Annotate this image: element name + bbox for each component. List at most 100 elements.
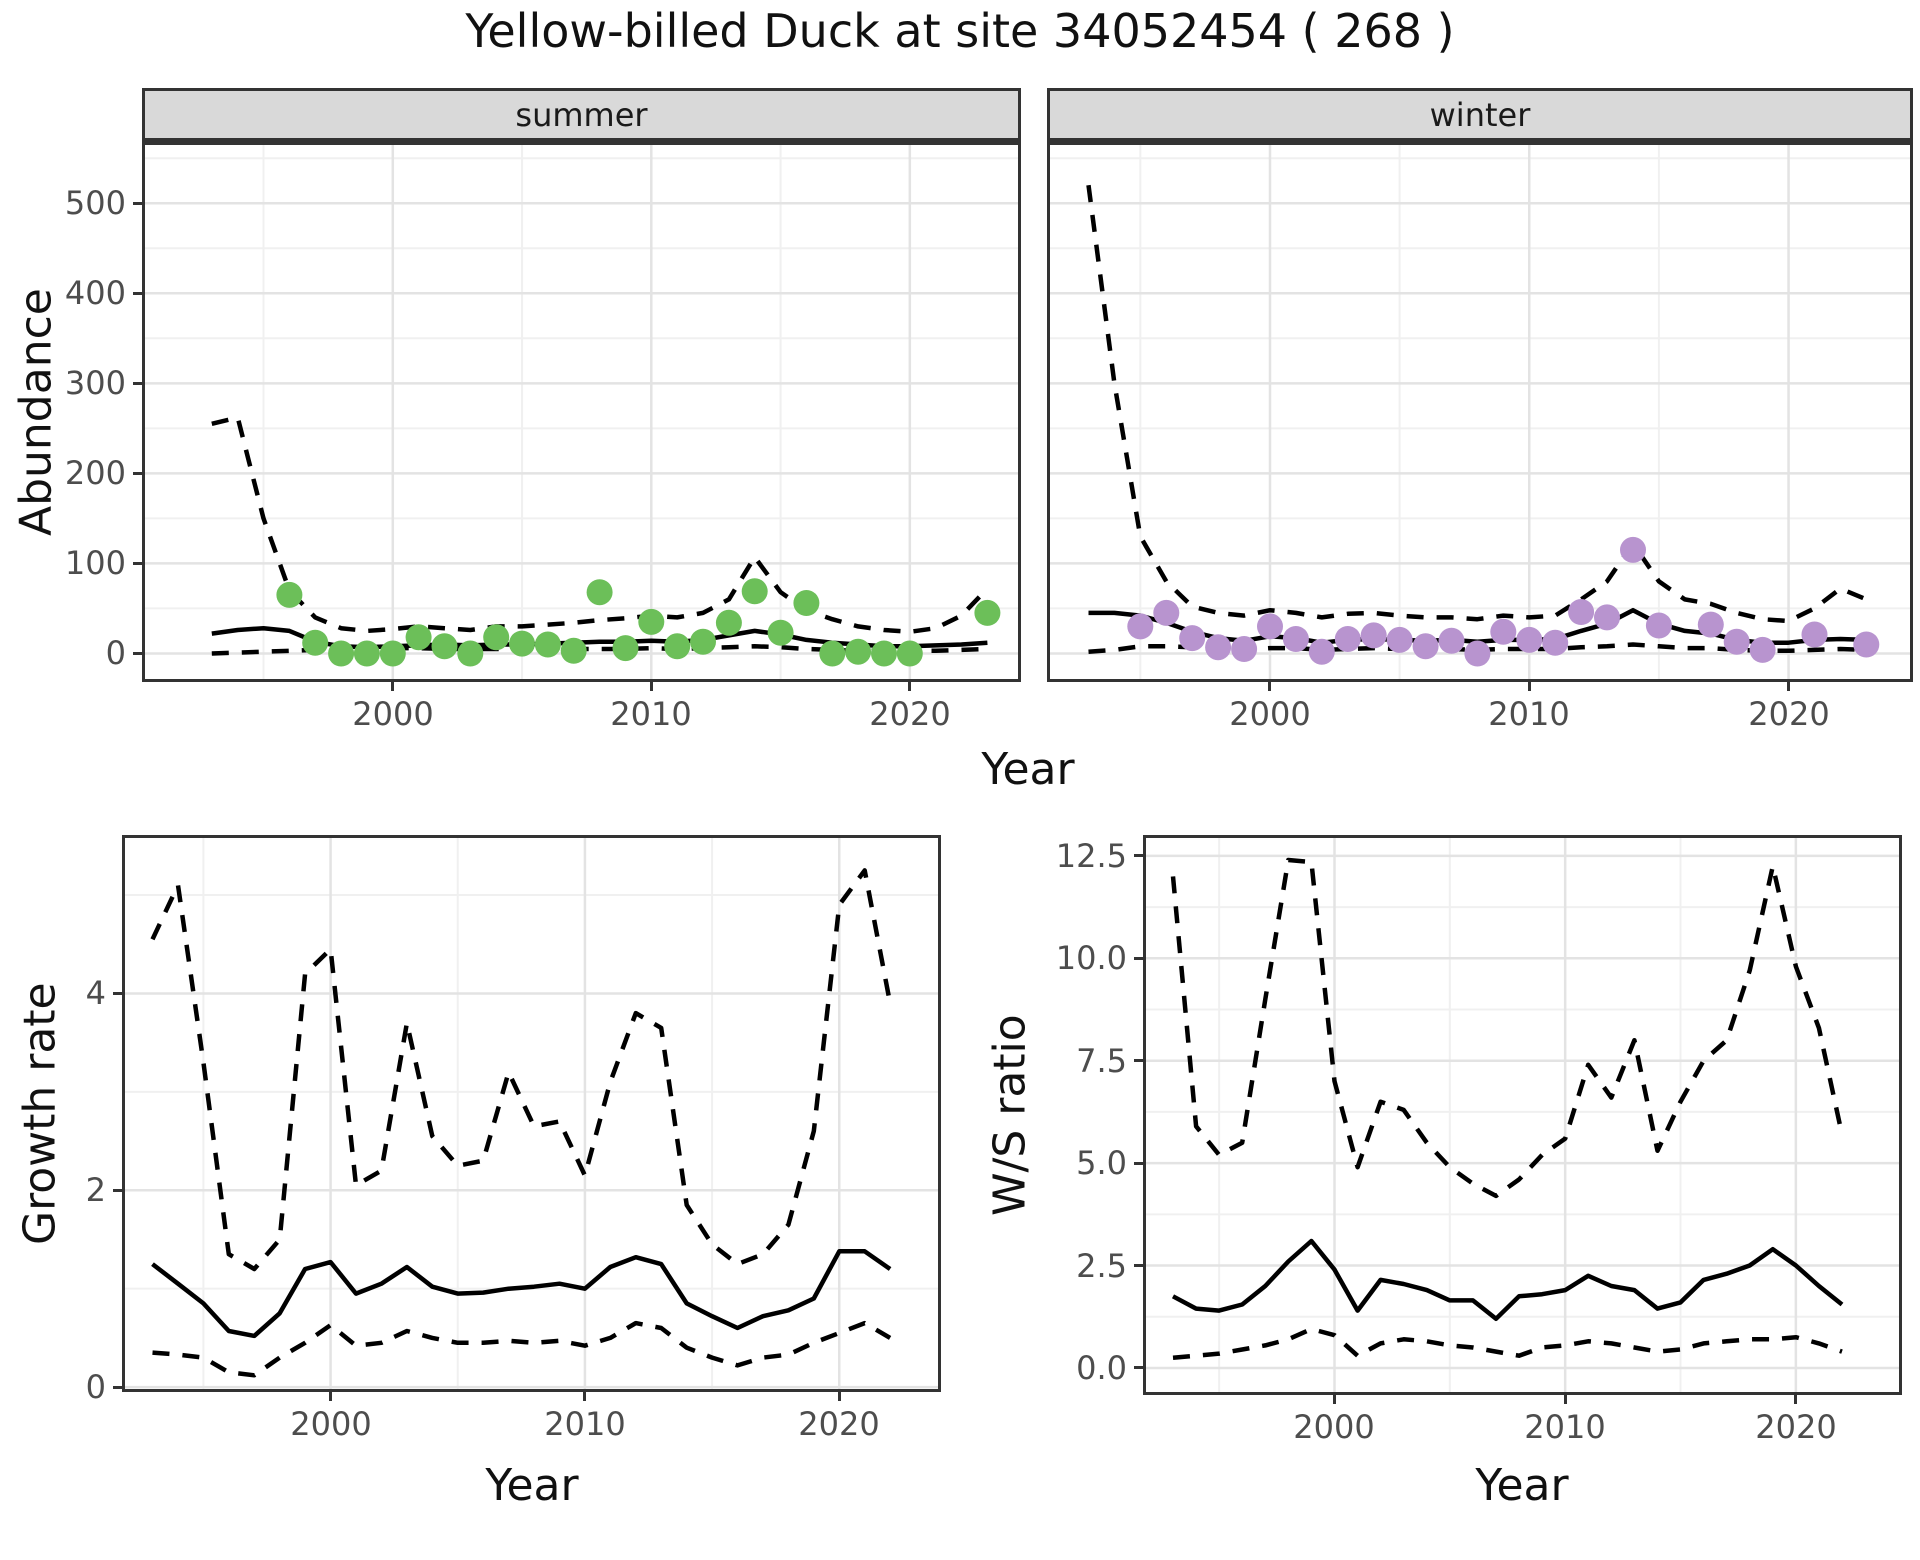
observed_summer-point <box>715 609 742 636</box>
summer-y-tick-mark <box>133 202 142 205</box>
ws-y-tick-label: 2.5 <box>1076 1247 1127 1285</box>
facet-strip-winter-label: winter <box>1429 95 1531 134</box>
summer-x-tick-mark <box>650 682 653 691</box>
observed_winter-point <box>1620 536 1646 563</box>
observed_winter-point <box>1645 612 1672 639</box>
observed_winter-point <box>1542 629 1569 656</box>
ws-x-tick-mark <box>1333 1395 1336 1404</box>
summer-y-tick-label: 400 <box>64 274 126 312</box>
growth-y-tick-label: 0 <box>85 1368 106 1406</box>
observed_winter-point <box>1853 631 1880 658</box>
observed_summer-point <box>638 608 665 635</box>
summer-x-tick-mark <box>908 682 911 691</box>
observed_winter-point <box>1205 634 1232 661</box>
observed_winter-point <box>1282 626 1309 652</box>
summer-panel <box>142 142 1021 682</box>
y-axis-title-growth-rate: Growth rate <box>14 982 66 1245</box>
ws-y-tick-mark <box>1134 854 1143 857</box>
observed_summer-point <box>276 581 303 608</box>
observed_summer-point <box>457 640 484 667</box>
ws-x-tick-mark <box>1794 1395 1797 1404</box>
observed_summer-point <box>353 640 380 667</box>
observed_winter-point <box>1568 599 1595 625</box>
observed_winter-point <box>1308 638 1335 665</box>
observed_summer-point <box>560 637 587 664</box>
ws-panel <box>1143 835 1902 1395</box>
observed_summer-point <box>405 624 432 651</box>
growth-y-tick-mark <box>113 992 122 995</box>
observed_summer-point <box>741 578 768 605</box>
growth-x-tick-mark <box>329 1392 332 1401</box>
lower_ci-line <box>152 1320 892 1378</box>
facet-strip-winter: winter <box>1047 88 1913 142</box>
observed_summer-point <box>612 635 639 662</box>
observed_summer-point <box>793 590 820 616</box>
observed_winter-point <box>1594 604 1620 631</box>
facet-strip-summer-label: summer <box>515 95 648 134</box>
growth-y-tick-label: 4 <box>85 974 106 1012</box>
winter-x-tick-label: 2010 <box>1488 695 1570 733</box>
ws-x-tick-label: 2000 <box>1293 1408 1375 1446</box>
summer-x-tick-mark <box>391 682 394 691</box>
x-axis-title-growth: Year <box>485 1460 579 1511</box>
y-axis-title-abundance: Abundance <box>10 288 62 536</box>
observed_winter-point <box>1438 627 1465 654</box>
observed_summer-point <box>871 640 897 667</box>
observed_summer-point <box>509 630 535 657</box>
summer-y-tick-label: 100 <box>64 544 126 582</box>
ws-y-tick-label: 12.5 <box>1055 837 1127 875</box>
observed_winter-point <box>1697 611 1724 638</box>
ws-y-tick-mark <box>1134 957 1143 960</box>
winter-x-tick-label: 2020 <box>1748 695 1830 733</box>
observed_summer-point <box>767 619 794 646</box>
observed_winter-point <box>1179 625 1206 652</box>
growth-y-tick-label: 2 <box>85 1171 106 1209</box>
observed_winter-point <box>1386 626 1413 653</box>
observed_summer-point <box>483 624 510 651</box>
growth-x-tick-label: 2020 <box>798 1405 880 1443</box>
observed_winter-point <box>1464 640 1491 667</box>
ws-x-tick-label: 2010 <box>1524 1408 1606 1446</box>
summer-y-tick-mark <box>133 382 142 385</box>
ws-y-tick-mark <box>1134 1162 1143 1165</box>
observed_summer-point <box>586 579 613 606</box>
fit-line <box>1171 1238 1844 1322</box>
observed_winter-point <box>1801 621 1828 648</box>
observed_summer-point <box>819 640 846 667</box>
observed_summer-point <box>845 638 872 665</box>
growth-x-tick-label: 2010 <box>544 1405 626 1443</box>
lower_ci-line <box>1172 1326 1843 1360</box>
observed_winter-point <box>1723 628 1750 655</box>
summer-x-tick-label: 2000 <box>352 695 434 733</box>
observed_summer-point <box>664 633 691 660</box>
ws-y-tick-label: 7.5 <box>1076 1042 1127 1080</box>
fit-line <box>211 625 988 650</box>
plot-title: Yellow-billed Duck at site 34052454 ( 26… <box>465 4 1455 58</box>
ws-y-tick-label: 0.0 <box>1076 1349 1127 1387</box>
upper_ci-line <box>1086 184 1868 624</box>
observed_summer-point <box>974 599 1001 626</box>
upper_ci-line <box>1170 857 1845 1199</box>
observed_winter-point <box>1490 618 1517 645</box>
summer-y-tick-label: 500 <box>64 184 126 222</box>
observed_winter-point <box>1127 613 1154 640</box>
summer-y-tick-mark <box>133 292 142 295</box>
summer-x-tick-label: 2010 <box>610 695 692 733</box>
ws-x-tick-label: 2020 <box>1755 1408 1837 1446</box>
observed_summer-point <box>379 640 406 667</box>
ws-y-tick-label: 10.0 <box>1055 939 1127 977</box>
winter-x-tick-mark <box>1268 682 1271 691</box>
growth-panel-border <box>122 835 941 1392</box>
observed_summer-point <box>534 631 561 658</box>
summer-y-tick-mark <box>133 472 142 475</box>
ws-y-tick-mark <box>1134 1059 1143 1062</box>
observed_summer-point <box>302 629 329 656</box>
upper_ci-line <box>150 868 893 1272</box>
observed_winter-point <box>1257 613 1283 640</box>
x-axis-title-top: Year <box>981 744 1075 795</box>
growth-x-tick-mark <box>583 1392 586 1401</box>
observed_summer-point <box>328 640 355 667</box>
winter-x-tick-mark <box>1787 682 1790 691</box>
upper_ci-line <box>211 415 990 635</box>
